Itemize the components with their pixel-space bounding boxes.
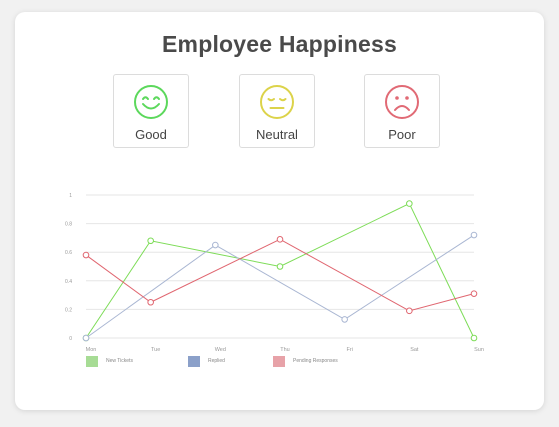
data-point (82, 334, 90, 342)
x-tick-label: Tue (151, 347, 160, 353)
y-tick-label: 0.4 (65, 279, 72, 285)
series-line (85, 234, 475, 339)
y-tick-label: 0.2 (65, 307, 72, 313)
data-point (212, 241, 219, 249)
mood-neutral[interactable]: Neutral (239, 74, 315, 148)
legend-label-pending-responses: Pending Responses (293, 358, 338, 364)
data-point (276, 236, 284, 243)
x-tick-label: Sun (474, 347, 484, 353)
data-point (406, 200, 413, 207)
x-tick-label: Sat (410, 347, 419, 353)
data-point (470, 334, 478, 342)
data-point (341, 316, 348, 323)
data-point (470, 231, 478, 239)
data-point (406, 307, 413, 315)
y-tick-label: 0.8 (65, 222, 72, 228)
happy-face-icon (134, 85, 168, 119)
x-tick-label: Wed (215, 347, 226, 353)
mood-label-poor: Poor (388, 127, 416, 142)
sad-face-icon (385, 85, 419, 119)
x-tick-label: Thu (280, 347, 289, 353)
x-tick-label: Mon (86, 347, 97, 353)
data-point (82, 251, 90, 259)
legend-swatch-pending-responses (273, 356, 285, 367)
mood-label-good: Good (135, 127, 167, 142)
mood-poor[interactable]: Poor (364, 74, 440, 148)
data-point (276, 263, 284, 270)
legend-label-new-tickets: New Tickets (106, 358, 133, 364)
y-tick-label: 1 (69, 193, 72, 199)
y-tick-label: 0.6 (65, 250, 72, 256)
data-point (470, 290, 478, 297)
legend-label-replied: Replied (208, 358, 225, 364)
legend-swatch-new-tickets (86, 356, 98, 367)
legend-swatch-replied (188, 356, 200, 367)
y-tick-label: 0 (69, 336, 72, 342)
x-tick-label: Fri (346, 347, 352, 353)
mood-label-neutral: Neutral (256, 127, 298, 142)
data-point (147, 237, 154, 245)
data-point (147, 298, 154, 306)
page-title: Employee Happiness (162, 31, 397, 57)
mood-good[interactable]: Good (113, 74, 189, 148)
neutral-face-icon (260, 85, 294, 119)
